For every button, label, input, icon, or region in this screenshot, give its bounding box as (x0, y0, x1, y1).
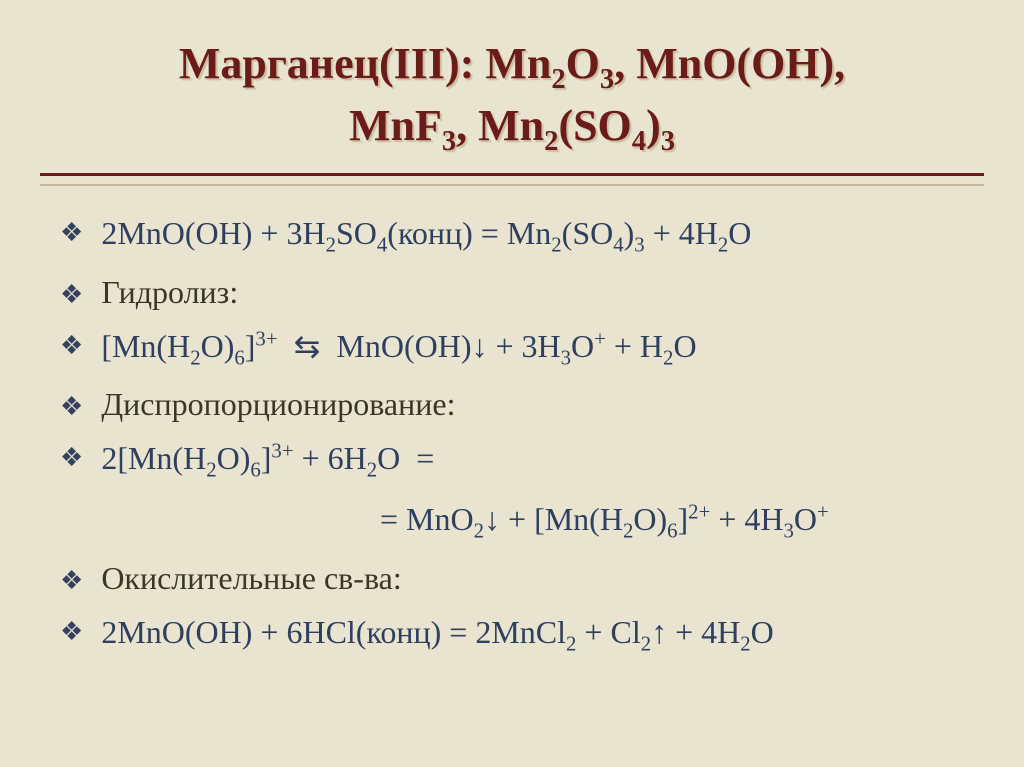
section-heading-row: ❖ Диспропорционирование: (60, 386, 984, 423)
diamond-bullet-icon: ❖ (60, 331, 83, 361)
equation-text: 2MnO(OH) + 6HCl(конц) = 2MnCl2 + Cl2↑ + … (101, 611, 773, 658)
title-underline-shadow: Марганец(III): Mn2O3, MnO(OH), MnF3, Mn2… (40, 28, 984, 186)
section-heading-row: ❖ Гидролиз: (60, 274, 984, 311)
section-heading: Гидролиз: (101, 274, 238, 311)
slide: Марганец(III): Mn2O3, MnO(OH), MnF3, Mn2… (40, 28, 984, 739)
equation-text: 2[Mn(H2O)6]3+ + 6H2O = (101, 437, 434, 484)
equation-text: 2MnO(OH) + 3H2SO4(конц) = Mn2(SO4)3 + 4H… (101, 212, 751, 259)
title-line-1: Марганец(III): Mn2O3, MnO(OH), (70, 36, 954, 98)
section-heading-row: ❖ Окислительные св-ва: (60, 560, 984, 597)
section-heading: Окислительные св-ва: (101, 560, 401, 597)
diamond-bullet-icon: ❖ (60, 280, 83, 310)
diamond-bullet-icon: ❖ (60, 617, 83, 647)
equation-row: ❖ 2[Mn(H2O)6]3+ + 6H2O = (60, 437, 984, 484)
equation-continuation-row: = MnO2↓ + [Mn(H2O)6]2+ + 4H3O+ (60, 498, 984, 545)
diamond-bullet-icon: ❖ (60, 566, 83, 596)
title-line-2: MnF3, Mn2(SO4)3 (70, 98, 954, 160)
diamond-bullet-icon: ❖ (60, 392, 83, 422)
equation-text: = MnO2↓ + [Mn(H2O)6]2+ + 4H3O+ (60, 498, 829, 545)
equation-row: ❖ 2MnO(OH) + 3H2SO4(конц) = Mn2(SO4)3 + … (60, 212, 984, 259)
section-heading: Диспропорционирование: (101, 386, 455, 423)
equation-row: ❖ [Mn(H2O)6]3+ ⇆ MnO(OH)↓ + 3H3O+ + H2O (60, 325, 984, 372)
equation-text: [Mn(H2O)6]3+ ⇆ MnO(OH)↓ + 3H3O+ + H2O (101, 325, 696, 372)
equation-row: ❖ 2MnO(OH) + 6HCl(конц) = 2MnCl2 + Cl2↑ … (60, 611, 984, 658)
diamond-bullet-icon: ❖ (60, 443, 83, 473)
title-block: Марганец(III): Mn2O3, MnO(OH), MnF3, Mn2… (40, 28, 984, 176)
diamond-bullet-icon: ❖ (60, 218, 83, 248)
content-area: ❖ 2MnO(OH) + 3H2SO4(конц) = Mn2(SO4)3 + … (40, 212, 984, 658)
